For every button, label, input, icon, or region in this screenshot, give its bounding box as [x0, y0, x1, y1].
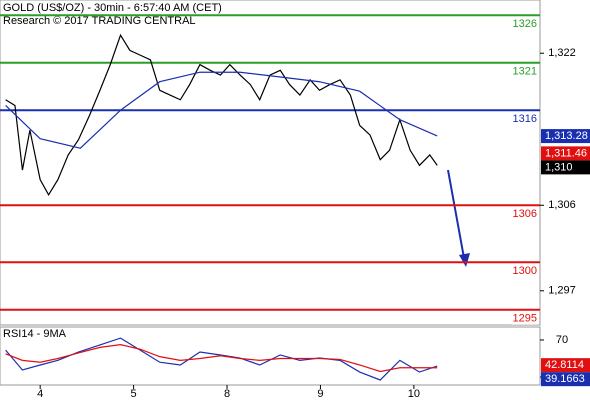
- level-label: 1306: [513, 208, 537, 220]
- y-tick-label: 70: [556, 334, 568, 346]
- y-tick-label: 1,306: [548, 199, 576, 211]
- chart-subtitle: Research © 2017 TRADING CENTRAL: [3, 15, 196, 27]
- price-tag-label: 1,311.46: [545, 147, 587, 159]
- price-panel: [0, 0, 541, 326]
- rsi-title: RSI14 - 9MA: [3, 328, 67, 340]
- price-tag-label: 1,310: [545, 161, 573, 173]
- level-label-bg: [511, 18, 538, 31]
- x-tick-label: 5: [131, 388, 137, 400]
- series-line: [5, 71, 438, 149]
- series-line: [5, 343, 438, 373]
- level-label-bg: [511, 208, 538, 221]
- series-line: [5, 33, 438, 197]
- y-tick-label: 1,322: [548, 47, 576, 59]
- x-tick-label: 8: [224, 388, 230, 400]
- price-tag-label: 39.1663: [545, 373, 585, 385]
- level-label: 1300: [513, 265, 537, 277]
- price-tag: [541, 129, 590, 144]
- price-tag: [541, 358, 590, 373]
- price-tag-label: 1,313.28: [545, 130, 588, 142]
- forecast-arrow: [447, 169, 465, 259]
- price-tag: [541, 146, 590, 161]
- level-label: 1326: [513, 18, 537, 30]
- level-label-bg: [511, 113, 538, 126]
- price-tag: [541, 372, 590, 387]
- level-label-bg: [511, 312, 538, 325]
- level-label: 1316: [513, 113, 537, 125]
- x-tick-label: 10: [408, 388, 420, 400]
- y-tick-label: 1,297: [548, 285, 576, 297]
- price-tag-label: 42.8114: [545, 359, 584, 371]
- rsi-panel: [0, 326, 541, 386]
- level-label-bg: [511, 265, 538, 278]
- x-tick-label: 9: [317, 388, 323, 400]
- level-label-bg: [511, 65, 538, 78]
- x-tick-label: 4: [37, 388, 43, 400]
- chart-title: GOLD (US$/OZ) - 30min - 6:57:40 AM (CET): [3, 2, 222, 14]
- level-label: 1295: [513, 313, 537, 325]
- level-label: 1321: [513, 66, 537, 78]
- forecast-arrowhead: [459, 253, 470, 267]
- price-tag: [541, 160, 590, 175]
